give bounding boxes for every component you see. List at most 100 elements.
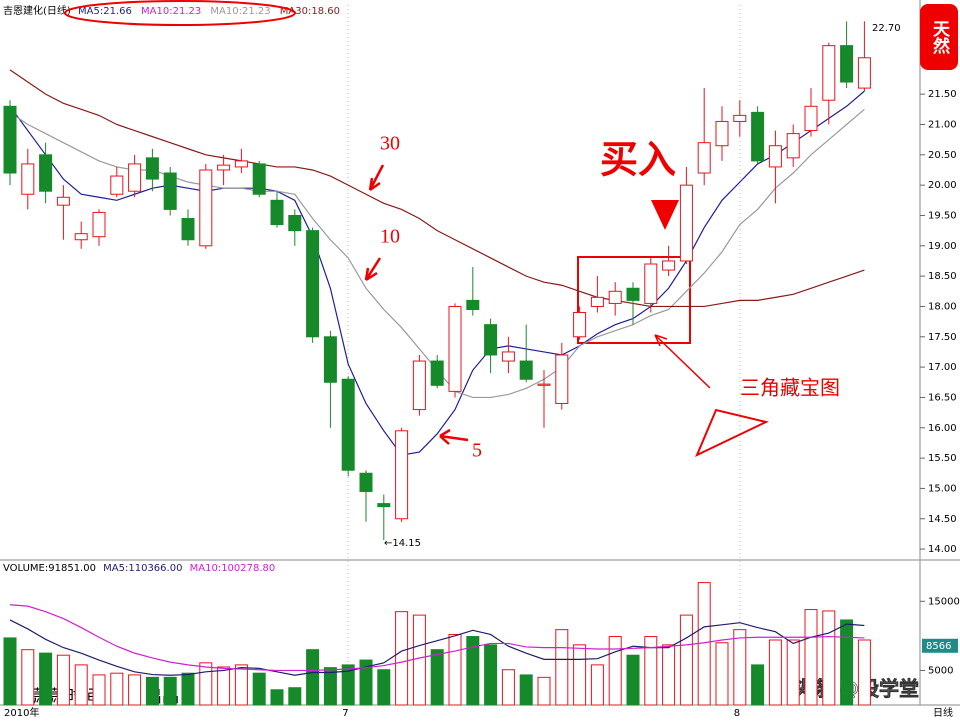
candle-body (39, 154, 53, 192)
x-tick-label: 7 (342, 708, 348, 719)
candle-body (21, 163, 35, 195)
candle-body (270, 199, 284, 226)
volume-bar (217, 666, 231, 706)
volume-bar (733, 629, 747, 706)
candle-body (395, 430, 409, 520)
candle-body (733, 114, 747, 122)
annotation: 30 (380, 133, 400, 155)
candle-body (573, 312, 587, 338)
candle-body (679, 184, 693, 262)
volume-bar (573, 644, 587, 706)
volume-label: MA10:100278.80 (190, 563, 276, 574)
logo-box (920, 4, 958, 70)
y-tick-label: 14.00 (928, 544, 957, 555)
volume-bar (92, 674, 106, 706)
volume-bar (608, 636, 622, 706)
y-tick-label: 20.50 (928, 150, 957, 161)
candle-body (608, 290, 622, 304)
stock-name: 吉恩建化(日线) (3, 4, 71, 17)
volume-bar (234, 664, 248, 706)
volume-bar (163, 676, 177, 706)
candle-body (466, 299, 480, 310)
volume-bar (501, 669, 515, 706)
volume-bar (786, 639, 800, 706)
y-tick-label: 21.00 (928, 119, 957, 130)
volume-label: MA5:110366.00 (103, 563, 182, 574)
arrow (654, 334, 711, 389)
arrow (364, 257, 382, 282)
annotation: 10 (380, 226, 400, 248)
y-tick-label: 19.50 (928, 210, 957, 221)
candle-body (163, 172, 177, 210)
high-label: 22.70 (872, 23, 901, 34)
candle-body (377, 503, 391, 508)
volume-bar (644, 636, 658, 706)
y-tick-label: 21.50 (928, 89, 957, 100)
volume-bar (39, 652, 53, 706)
candle-body (3, 105, 17, 174)
candle-body (484, 324, 498, 356)
volume-bar (359, 659, 373, 706)
ma-label: MA30:18.60 (280, 6, 340, 17)
y-tick-label: 18.50 (928, 271, 957, 282)
y-tick-label: 17.50 (928, 332, 957, 343)
arrow (368, 164, 385, 192)
candle-body (306, 230, 320, 338)
candle-body (840, 45, 854, 83)
candle-body (234, 160, 248, 168)
volume-bar (555, 629, 569, 706)
volume-bar (519, 674, 533, 706)
ma-label: MA10:21.23 (141, 6, 201, 17)
volume-bar (412, 614, 426, 706)
volume-bar (3, 637, 17, 706)
low-label: ←14.15 (384, 538, 421, 549)
ma-label: MA10:21.23 (210, 6, 270, 17)
candle-body (341, 378, 355, 471)
volume-bar (430, 649, 444, 706)
volume-bar (110, 672, 124, 706)
candle-body (323, 336, 337, 383)
volume-bar (288, 687, 302, 706)
x-tick-label: 2010年 (4, 706, 39, 719)
candle-body (56, 196, 70, 206)
volume-bar (323, 667, 337, 706)
x-tick-label: 8 (734, 708, 740, 719)
volume-bar (537, 676, 551, 706)
volume-bar (590, 664, 604, 706)
volume-bar (804, 609, 818, 706)
volume-bar (626, 654, 640, 706)
candle-body (519, 360, 533, 380)
candle-body (110, 175, 124, 195)
candle-body (715, 120, 729, 147)
volume-bar (822, 610, 836, 706)
candle-body (288, 214, 302, 232)
ma-line (9, 69, 865, 308)
volume-bar (857, 639, 871, 706)
annotation: 5 (472, 440, 482, 462)
candle-body (786, 133, 800, 159)
candle-body (181, 218, 195, 241)
y-tick-label: 5000 (928, 665, 953, 676)
volume-ma-line (9, 619, 865, 676)
buy-label: 买入 (600, 138, 676, 182)
volume-bar (341, 664, 355, 706)
volume-bar (306, 649, 320, 706)
candle-body (92, 211, 106, 238)
y-tick-label: 17.00 (928, 362, 957, 373)
triangle-icon (695, 408, 769, 458)
buy-marker (651, 200, 679, 230)
y-tick-label: 16.50 (928, 392, 957, 403)
period-label: 日线 (933, 706, 953, 719)
volume-bar (768, 639, 782, 706)
volume-bar (199, 662, 213, 706)
volume-bar (145, 676, 159, 706)
logo-text: 天然 (929, 20, 950, 55)
volume-bar (679, 614, 693, 706)
volume-bar (21, 649, 35, 706)
candle-body (74, 233, 88, 241)
volume-bar (715, 642, 729, 706)
candle-body (697, 142, 711, 174)
candle-body (501, 351, 515, 362)
